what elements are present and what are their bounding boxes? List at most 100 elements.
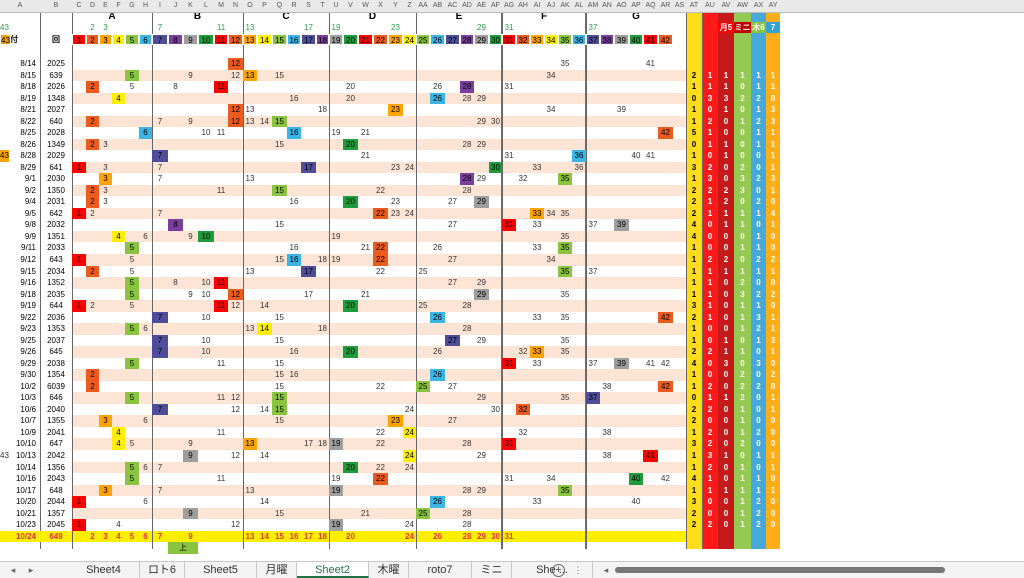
row-date[interactable]: 9/29: [20, 358, 36, 368]
stat-value[interactable]: 1: [756, 335, 761, 345]
drawn-number[interactable]: 1: [72, 519, 86, 531]
stat-value[interactable]: 2: [707, 255, 713, 264]
row-date[interactable]: 9/11: [21, 243, 36, 253]
drawn-number[interactable]: 8: [173, 82, 178, 92]
stat-value[interactable]: 1: [770, 151, 776, 161]
drawn-number[interactable]: 15: [275, 70, 284, 80]
drawn-number[interactable]: 5: [129, 301, 135, 311]
column-letter[interactable]: AE: [476, 2, 487, 9]
drawn-number[interactable]: 35: [558, 173, 572, 185]
stat-value[interactable]: 4: [691, 474, 697, 484]
stat-value[interactable]: 1: [723, 139, 729, 149]
row-issue[interactable]: 1348: [47, 93, 65, 103]
drawn-number[interactable]: 24: [405, 162, 414, 172]
stat-value[interactable]: 2: [707, 404, 713, 414]
row-issue[interactable]: 2033: [47, 243, 65, 253]
header-number-cell[interactable]: 12: [228, 34, 243, 45]
drawn-number[interactable]: 7: [152, 311, 168, 324]
stat-value[interactable]: 1: [707, 128, 713, 138]
stat-value[interactable]: 0: [756, 162, 761, 172]
stat-value[interactable]: 1: [770, 139, 776, 149]
stat-value[interactable]: 1: [740, 312, 745, 322]
column-letter[interactable]: Y: [393, 2, 398, 9]
header-number-cell[interactable]: 13: [243, 34, 257, 45]
row-issue[interactable]: 641: [49, 162, 63, 172]
group-header[interactable]: D: [368, 13, 377, 22]
group-header[interactable]: F: [540, 13, 548, 22]
column-letter[interactable]: AU: [705, 2, 715, 9]
drawn-number[interactable]: 5: [125, 357, 139, 370]
drawn-number[interactable]: 9: [188, 116, 193, 126]
stat-value[interactable]: 1: [740, 70, 745, 80]
stat-value[interactable]: 0: [707, 497, 713, 507]
header-number[interactable]: 19: [331, 23, 341, 32]
drawn-number[interactable]: 14: [260, 451, 269, 461]
stat-value[interactable]: 3: [770, 105, 776, 115]
drawn-number[interactable]: 26: [430, 92, 445, 105]
drawn-number[interactable]: 1: [72, 207, 86, 220]
drawn-number[interactable]: 19: [331, 255, 341, 264]
drawn-number[interactable]: 37: [586, 392, 600, 404]
drawn-number[interactable]: 31: [504, 151, 514, 161]
stat-value[interactable]: 2: [723, 185, 729, 195]
drawn-number[interactable]: 24: [405, 404, 414, 414]
header-number-cell[interactable]: 20: [343, 34, 358, 45]
drawn-number[interactable]: 19: [329, 484, 343, 497]
drawn-number[interactable]: 3: [103, 162, 108, 172]
header-number-cell[interactable]: 17: [301, 34, 316, 45]
drawn-number[interactable]: 17: [304, 531, 313, 541]
stat-value[interactable]: 2: [756, 520, 761, 530]
column-letter[interactable]: C: [76, 2, 82, 9]
row-date[interactable]: 9/22: [20, 312, 36, 322]
stat-value[interactable]: 1: [691, 462, 697, 472]
stat-value[interactable]: 0: [723, 474, 729, 484]
header-number[interactable]: 31: [504, 23, 514, 32]
stat-value[interactable]: 1: [723, 208, 729, 218]
drawn-number[interactable]: 28: [462, 139, 472, 149]
drawn-number[interactable]: 39: [617, 105, 626, 115]
stat-value[interactable]: 2: [770, 370, 776, 380]
drawn-number[interactable]: 32: [518, 174, 528, 184]
drawn-number[interactable]: 11: [214, 277, 228, 289]
header-number[interactable]: 37: [588, 23, 598, 32]
row-date[interactable]: 10/23: [15, 520, 36, 530]
drawn-number[interactable]: 4: [112, 92, 125, 105]
drawn-number[interactable]: 28: [460, 173, 474, 185]
stat-value[interactable]: 1: [723, 451, 729, 461]
sheet-tab[interactable]: ミニ: [472, 562, 512, 578]
stat-value[interactable]: 0: [756, 185, 761, 195]
column-letter[interactable]: F: [116, 2, 121, 9]
drawn-number[interactable]: 34: [546, 208, 556, 218]
stat-value[interactable]: 0: [707, 416, 713, 426]
drawn-number[interactable]: 28: [462, 93, 472, 103]
stat-value[interactable]: 3: [756, 358, 761, 368]
drawn-number[interactable]: 5: [125, 323, 139, 335]
stat-value[interactable]: 1: [691, 151, 697, 161]
drawn-number[interactable]: 40: [629, 473, 643, 485]
stat-value[interactable]: 0: [723, 416, 729, 426]
drawn-number[interactable]: 32: [518, 347, 528, 357]
stat-value[interactable]: 0: [723, 301, 729, 311]
header-number[interactable]: 43: [0, 23, 9, 32]
stat-value[interactable]: 2: [691, 347, 697, 357]
stat-value[interactable]: 1: [770, 324, 776, 334]
stat-value[interactable]: 0: [723, 324, 729, 334]
drawn-number[interactable]: 17: [304, 439, 313, 449]
header-number-cell[interactable]: 36: [572, 34, 586, 45]
row-date[interactable]: 10/6: [20, 404, 36, 414]
stat-value[interactable]: 1: [723, 485, 729, 495]
column-letter[interactable]: AQ: [645, 2, 656, 9]
drawn-number[interactable]: 36: [574, 162, 584, 172]
drawn-number[interactable]: 28: [462, 301, 472, 311]
stat-value[interactable]: 1: [740, 520, 745, 530]
stat-value[interactable]: 1: [707, 266, 713, 276]
stat-value[interactable]: 1: [756, 485, 761, 495]
drawn-number[interactable]: 29: [477, 335, 486, 345]
drawn-number[interactable]: 24: [403, 450, 416, 462]
stat-value[interactable]: 1: [707, 393, 713, 403]
header-number[interactable]: 3: [103, 23, 108, 32]
sheet-tab[interactable]: Sheet5: [185, 562, 257, 578]
stat-value[interactable]: 1: [691, 370, 697, 380]
stat-value[interactable]: 0: [723, 289, 729, 299]
drawn-number[interactable]: 22: [376, 266, 385, 276]
